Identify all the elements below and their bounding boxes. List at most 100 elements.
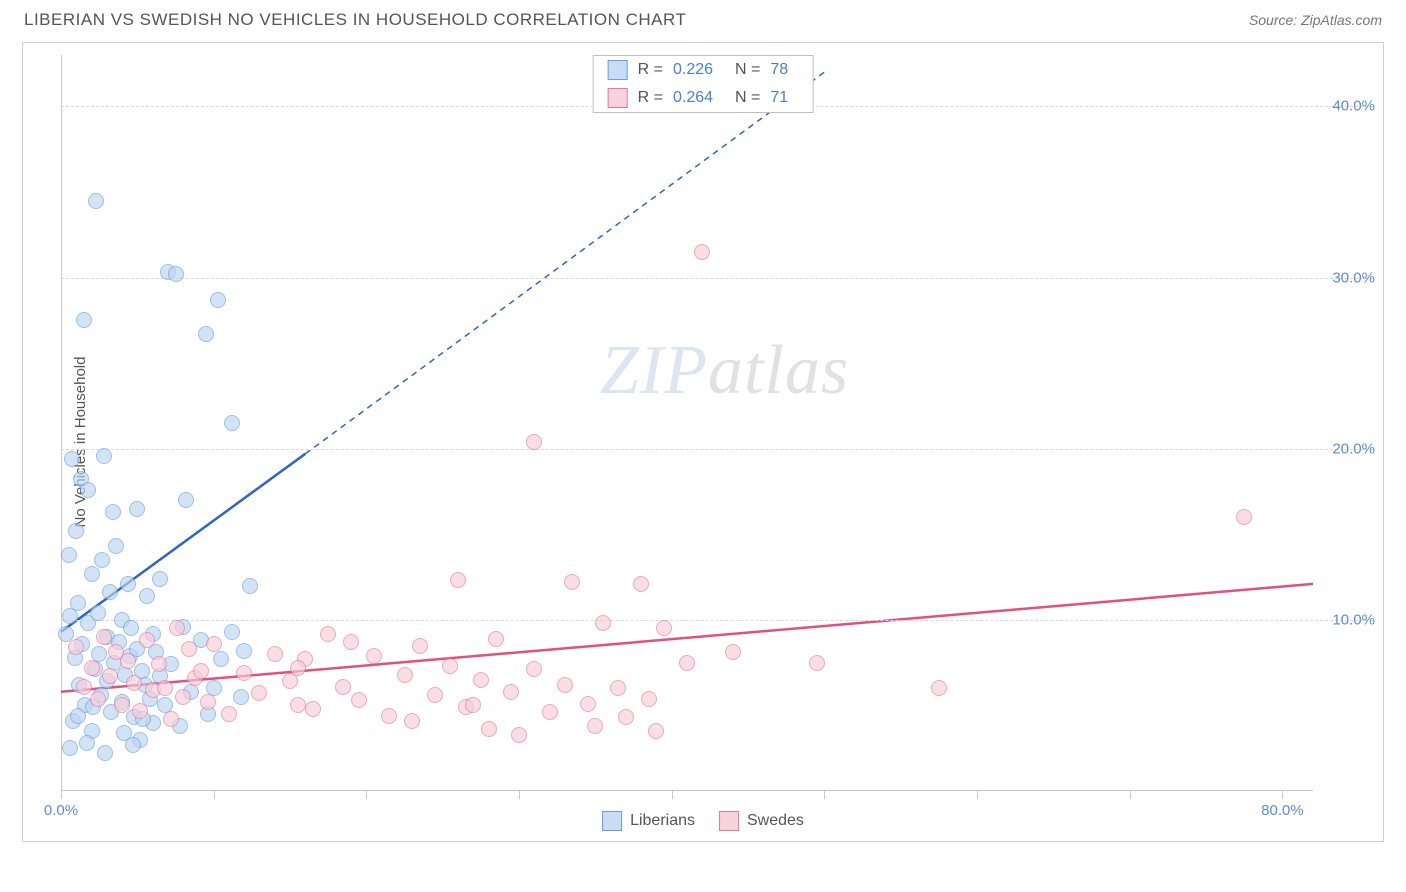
correlation-legend: R = 0.226 N = 78 R = 0.264 N = 71 (593, 55, 814, 113)
scatter-marker-swedes (442, 658, 458, 674)
x-tick (1282, 791, 1283, 799)
swedes-swatch-icon (608, 88, 628, 108)
scatter-marker-swedes (290, 697, 306, 713)
scatter-marker-swedes (102, 668, 118, 684)
scatter-marker-swedes (618, 709, 634, 725)
liberians-legend-label: Liberians (630, 812, 695, 830)
source-attribution: Source: ZipAtlas.com (1249, 12, 1382, 28)
scatter-marker-swedes (126, 675, 142, 691)
scatter-marker-swedes (290, 660, 306, 676)
scatter-marker-swedes (725, 644, 741, 660)
scatter-marker-liberians (102, 584, 118, 600)
scatter-marker-liberians (120, 576, 136, 592)
scatter-marker-liberians (224, 415, 240, 431)
scatter-marker-liberians (88, 193, 104, 209)
x-tick (61, 791, 62, 799)
watermark-zip: ZIP (600, 332, 708, 409)
scatter-marker-swedes (305, 701, 321, 717)
scatter-marker-swedes (335, 679, 351, 695)
scatter-marker-liberians (198, 326, 214, 342)
scatter-marker-swedes (206, 636, 222, 652)
scatter-marker-swedes (381, 708, 397, 724)
scatter-marker-swedes (366, 648, 382, 664)
scatter-marker-liberians (139, 588, 155, 604)
scatter-marker-liberians (97, 745, 113, 761)
scatter-marker-liberians (90, 605, 106, 621)
source-name: ZipAtlas.com (1301, 12, 1382, 28)
chart-title: LIBERIAN VS SWEDISH NO VEHICLES IN HOUSE… (24, 10, 686, 30)
scatter-marker-swedes (169, 620, 185, 636)
watermark-atlas: atlas (708, 332, 849, 409)
scatter-marker-liberians (70, 708, 86, 724)
scatter-marker-swedes (404, 713, 420, 729)
source-label: Source: (1249, 12, 1297, 28)
scatter-marker-swedes (351, 692, 367, 708)
watermark: ZIPatlas (600, 331, 849, 411)
scatter-marker-swedes (557, 677, 573, 693)
scatter-marker-swedes (694, 244, 710, 260)
correlation-row-liberians: R = 0.226 N = 78 (594, 56, 813, 84)
swedes-n-value: 71 (770, 89, 798, 107)
scatter-marker-liberians (178, 492, 194, 508)
swedes-legend-label: Swedes (747, 812, 804, 830)
scatter-marker-swedes (193, 663, 209, 679)
scatter-marker-liberians (79, 735, 95, 751)
x-tick-label: 0.0% (44, 802, 78, 819)
plot-area: ZIPatlas 10.0%20.0%30.0%40.0%0.0%80.0% (61, 55, 1313, 791)
scatter-marker-swedes (427, 687, 443, 703)
scatter-marker-liberians (105, 504, 121, 520)
x-axis-line (61, 790, 1313, 791)
scatter-marker-swedes (809, 655, 825, 671)
scatter-marker-swedes (320, 626, 336, 642)
scatter-marker-liberians (210, 292, 226, 308)
scatter-marker-swedes (473, 672, 489, 688)
scatter-marker-swedes (397, 667, 413, 683)
scatter-marker-swedes (139, 632, 155, 648)
scatter-marker-swedes (679, 655, 695, 671)
scatter-marker-swedes (481, 721, 497, 737)
grid-line (61, 620, 1373, 621)
scatter-marker-liberians (129, 501, 145, 517)
scatter-marker-liberians (213, 651, 229, 667)
scatter-marker-liberians (108, 538, 124, 554)
chart-header: LIBERIAN VS SWEDISH NO VEHICLES IN HOUSE… (0, 0, 1406, 36)
grid-line (61, 449, 1373, 450)
scatter-marker-liberians (62, 740, 78, 756)
scatter-marker-liberians (94, 552, 110, 568)
scatter-marker-swedes (931, 680, 947, 696)
scatter-marker-liberians (233, 689, 249, 705)
y-tick-label: 10.0% (1332, 611, 1375, 628)
r-label: R = (638, 61, 663, 79)
scatter-marker-swedes (282, 673, 298, 689)
y-tick-label: 20.0% (1332, 440, 1375, 457)
x-tick (672, 791, 673, 799)
scatter-marker-liberians (64, 451, 80, 467)
scatter-marker-liberians (61, 547, 77, 563)
swedes-swatch-icon (719, 811, 739, 831)
scatter-marker-liberians (96, 448, 112, 464)
x-tick (214, 791, 215, 799)
scatter-marker-liberians (84, 566, 100, 582)
y-tick-label: 30.0% (1332, 269, 1375, 286)
scatter-marker-swedes (465, 697, 481, 713)
x-tick (824, 791, 825, 799)
scatter-marker-liberians (236, 643, 252, 659)
scatter-marker-swedes (251, 685, 267, 701)
scatter-marker-swedes (503, 684, 519, 700)
r-label: R = (638, 89, 663, 107)
scatter-marker-swedes (648, 723, 664, 739)
scatter-marker-liberians (70, 595, 86, 611)
legend-item-liberians: Liberians (602, 811, 695, 831)
x-tick-label: 80.0% (1261, 802, 1304, 819)
scatter-marker-swedes (595, 615, 611, 631)
scatter-marker-swedes (656, 620, 672, 636)
y-tick-label: 40.0% (1332, 98, 1375, 115)
scatter-marker-swedes (526, 434, 542, 450)
scatter-marker-swedes (181, 641, 197, 657)
n-label: N = (735, 61, 760, 79)
scatter-marker-swedes (68, 639, 84, 655)
scatter-marker-swedes (450, 572, 466, 588)
scatter-marker-swedes (610, 680, 626, 696)
scatter-marker-swedes (488, 631, 504, 647)
scatter-marker-swedes (132, 703, 148, 719)
